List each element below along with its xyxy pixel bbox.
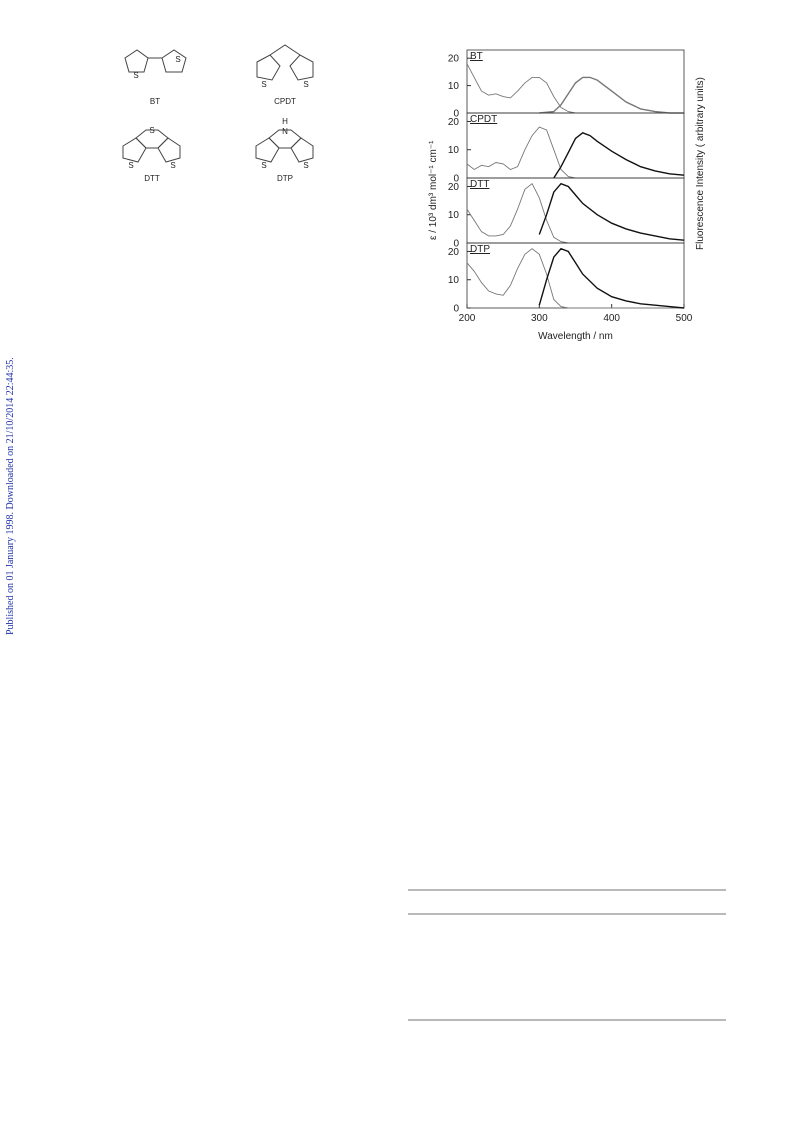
panel-label: DTT xyxy=(470,179,489,190)
series-line xyxy=(466,183,684,244)
structures: S S BT S S CPDT S S S DTT H N S S DTP xyxy=(122,44,314,183)
bond xyxy=(269,44,301,56)
panel-frame xyxy=(466,49,685,114)
x-tick-label: 500 xyxy=(676,313,693,324)
atom: S xyxy=(261,161,266,170)
y-axis-label: ε / 10³ dm³ mol⁻¹ cm⁻¹ xyxy=(428,140,439,240)
x-tick-label: 300 xyxy=(531,313,548,324)
atom: S xyxy=(175,55,180,64)
y-tick-label: 20 xyxy=(448,247,460,258)
series-line xyxy=(466,63,684,114)
panel-frame xyxy=(466,242,685,309)
series-line xyxy=(466,126,684,179)
x-tick-label: 200 xyxy=(459,313,476,324)
atom: S xyxy=(128,161,133,170)
y-tick-label: 20 xyxy=(448,182,460,193)
ring xyxy=(157,137,181,163)
y-tick-label: 0 xyxy=(453,304,459,315)
chart: BT 0 10 20 ε / 10³ dm³ mol⁻¹ cm⁻¹ Fluorescenc… xyxy=(428,49,706,342)
structure-label: CPDT xyxy=(274,97,296,106)
atom: S xyxy=(149,126,154,135)
series-line xyxy=(553,132,685,179)
ring xyxy=(255,137,280,163)
ring xyxy=(124,49,149,73)
atom: H xyxy=(282,117,288,126)
series-line xyxy=(539,76,684,114)
x-tick-label: 400 xyxy=(603,313,620,324)
ring xyxy=(256,54,281,81)
series-line xyxy=(538,247,685,309)
y-tick-label: 10 xyxy=(448,275,460,286)
y-tick-label: 10 xyxy=(448,210,460,221)
y-tick-label: 20 xyxy=(448,54,460,65)
y-tick-label: 0 xyxy=(453,109,459,120)
atom: S xyxy=(303,161,308,170)
panel-label: CPDT xyxy=(470,114,497,125)
y-tick-label: 10 xyxy=(448,81,460,92)
panel-frame xyxy=(466,177,685,244)
y-tick-label: 10 xyxy=(448,145,460,156)
atom: S xyxy=(303,80,308,89)
structure-label: BT xyxy=(150,97,160,106)
y-tick-label: 0 xyxy=(453,174,459,185)
atom: S xyxy=(261,80,266,89)
ring xyxy=(161,49,187,73)
structure-label: DTP xyxy=(277,174,293,183)
sidebar: Published on 01 January 1998. Downloaded… xyxy=(5,357,16,635)
ring xyxy=(289,54,314,81)
panel-label: BT xyxy=(470,51,483,62)
y-tick-label: 0 xyxy=(453,239,459,250)
atom: S xyxy=(133,71,138,80)
structure-label: DTT xyxy=(144,174,160,183)
series-line xyxy=(538,182,685,241)
ring xyxy=(290,137,314,163)
ring xyxy=(122,137,147,163)
atom: N xyxy=(282,127,288,136)
x-axis-label: Wavelength / nm xyxy=(538,331,613,342)
panel-frame xyxy=(466,112,685,179)
panel-label: DTP xyxy=(470,244,490,255)
y-tick-label: 20 xyxy=(448,117,460,128)
series-line xyxy=(466,248,684,309)
atom: S xyxy=(170,161,175,170)
y2-axis-label: Fluorescence Intensity ( arbitrary units… xyxy=(695,77,706,250)
